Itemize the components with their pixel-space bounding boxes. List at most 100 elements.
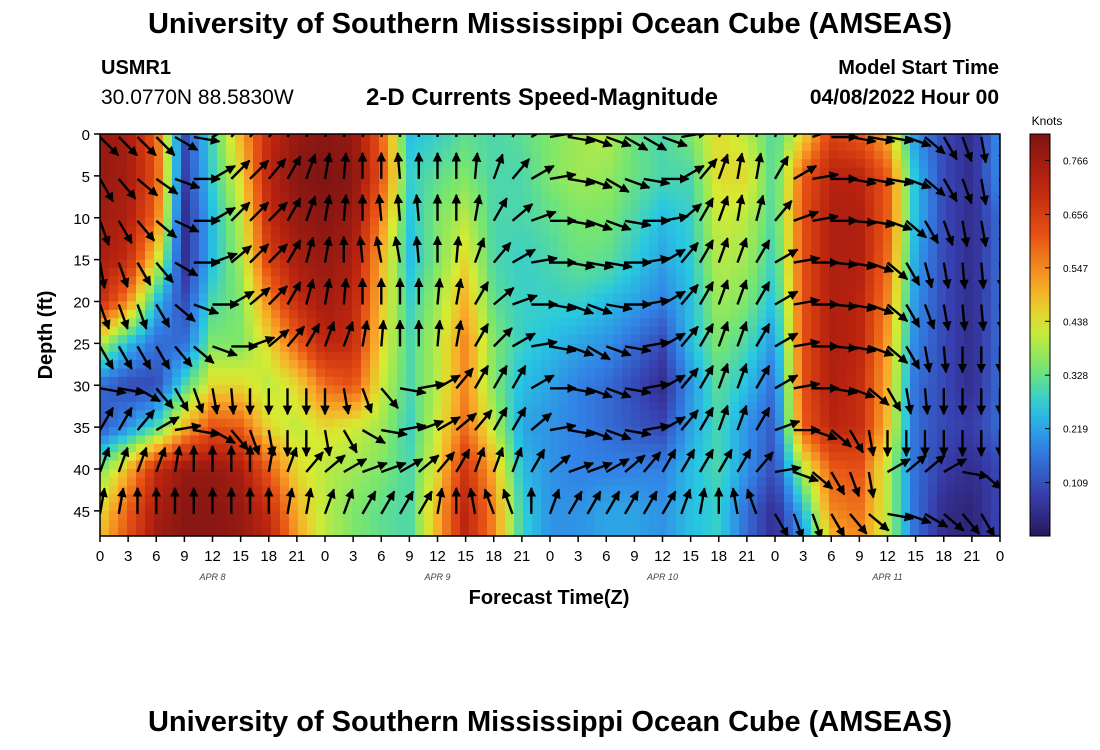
heatmap-cell (856, 519, 866, 529)
heatmap-cell (451, 469, 461, 478)
heatmap-cell (505, 510, 515, 520)
heatmap-cell (694, 510, 704, 520)
station-coordinates: 30.0770N 88.5830W (101, 86, 294, 109)
heatmap-cell (622, 335, 632, 344)
heatmap-cell (109, 452, 119, 462)
heatmap-cell (163, 293, 173, 303)
heatmap-cell (604, 469, 614, 478)
heatmap-cell (127, 201, 137, 210)
heatmap-cell (586, 477, 596, 487)
heatmap-cell (118, 326, 128, 336)
heatmap-cell (928, 251, 938, 261)
heatmap-cell (667, 510, 677, 520)
heatmap-cell (379, 351, 389, 361)
heatmap-cell (937, 301, 947, 311)
heatmap-cell (460, 293, 470, 303)
heatmap-cell (658, 402, 668, 411)
heatmap-cell (955, 326, 965, 336)
heatmap-cell (307, 318, 317, 328)
heatmap-cell (910, 385, 920, 395)
heatmap-cell (460, 309, 470, 319)
heatmap-cell (973, 510, 983, 520)
heatmap-cell (496, 402, 506, 411)
heatmap-cell (577, 376, 587, 386)
heatmap-cell (190, 335, 200, 344)
heatmap-cell (145, 351, 155, 361)
heatmap-cell (613, 443, 623, 453)
heatmap-cell (181, 351, 191, 361)
heatmap-cell (334, 251, 344, 261)
heatmap-cell (856, 393, 866, 403)
heatmap-cell (172, 242, 182, 252)
heatmap-cell (217, 309, 227, 319)
heatmap-cell (730, 167, 740, 177)
heatmap-cell (487, 452, 497, 462)
heatmap-cell (496, 360, 506, 370)
heatmap-cell (136, 217, 146, 227)
heatmap-cell (172, 335, 182, 344)
current-vector-arrow (735, 152, 746, 180)
heatmap-cell (703, 134, 713, 143)
heatmap-cell (406, 301, 416, 311)
heatmap-cell (658, 360, 668, 370)
heatmap-cell (703, 217, 713, 227)
heatmap-cell (460, 494, 470, 504)
current-vector-arrow (305, 153, 317, 180)
heatmap-cell (442, 427, 452, 437)
heatmap-cell (550, 142, 560, 152)
heatmap-cell (586, 150, 596, 160)
heatmap-cell (334, 376, 344, 386)
heatmap-cell (910, 242, 920, 252)
heatmap-cell (658, 159, 668, 169)
heatmap-cell (658, 242, 668, 252)
heatmap-cell (865, 368, 875, 378)
heatmap-cell (757, 335, 767, 344)
heatmap-cell (505, 410, 515, 420)
heatmap-cell (163, 201, 173, 210)
heatmap-cell (190, 318, 200, 328)
heatmap-cell (370, 309, 380, 319)
heatmap-cell (964, 351, 974, 361)
heatmap-cell (892, 460, 902, 470)
heatmap-cell (451, 477, 461, 487)
heatmap-cell (712, 510, 722, 520)
heatmap-cell (523, 242, 533, 252)
heatmap-cell (127, 519, 137, 529)
heatmap-cell (505, 318, 515, 328)
heatmap-cell (217, 226, 227, 236)
heatmap-cell (163, 469, 173, 478)
heatmap-cell (757, 418, 767, 428)
heatmap-cell (955, 485, 965, 495)
current-vector-arrow (868, 177, 896, 187)
heatmap-cell (685, 159, 695, 169)
heatmap-cell (352, 410, 362, 420)
heatmap-cell (955, 234, 965, 244)
heatmap-cell (847, 368, 857, 378)
heatmap-cell (739, 427, 749, 437)
heatmap-cell (775, 410, 785, 420)
heatmap-cell (586, 368, 596, 378)
heatmap-cell (775, 284, 785, 294)
heatmap-cell (379, 301, 389, 311)
heatmap-cell (910, 477, 920, 487)
heatmap-cell (919, 234, 929, 244)
heatmap-cell (658, 519, 668, 529)
heatmap-cell (892, 351, 902, 361)
heatmap-cell (406, 167, 416, 177)
heatmap-cell (901, 184, 911, 194)
heatmap-cell (649, 385, 659, 395)
heatmap-cell (433, 276, 443, 286)
heatmap-cell (991, 284, 1000, 294)
heatmap-cell (946, 360, 956, 370)
heatmap-cell (217, 209, 227, 219)
heatmap-cell (541, 510, 551, 520)
heatmap-cell (577, 167, 587, 177)
heatmap-cell (136, 192, 146, 202)
heatmap-cell (649, 376, 659, 386)
heatmap-cell (154, 418, 164, 428)
heatmap-cell (253, 477, 263, 487)
current-vector-arrow (155, 136, 176, 157)
heatmap-cell (667, 226, 677, 236)
heatmap-cell (379, 184, 389, 194)
heatmap-cell (910, 159, 920, 169)
